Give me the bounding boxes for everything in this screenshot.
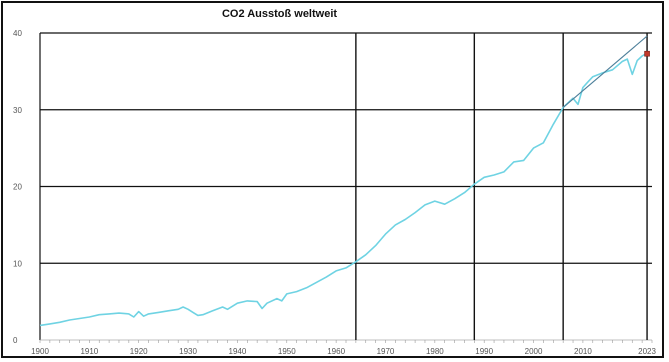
x-axis-tick-marks [39, 340, 653, 343]
x-tick-label-1990: 1990 [475, 347, 493, 356]
x-axis-tick-labels: 1900 1910 1920 1930 1940 1950 1960 1970 1980 1990… [31, 347, 656, 356]
highlight-point [644, 50, 650, 57]
vertical-markers [355, 33, 648, 340]
y-tick-label-30: 30 [13, 106, 22, 115]
chart-frame [1, 1, 664, 358]
x-tick-label-1920: 1920 [130, 347, 148, 356]
y-tick-label-20: 20 [13, 183, 22, 192]
y-axis-tick-labels: 0 10 20 30 40 [13, 29, 22, 345]
x-tick-label-1940: 1940 [229, 347, 247, 356]
x-tick-label-1980: 1980 [426, 347, 444, 356]
horizontal-gridlines [39, 32, 652, 341]
x-tick-label-1900: 1900 [31, 347, 49, 356]
chart-title: CO2 Ausstoß weltweit [221, 8, 338, 20]
x-tick-label-1970: 1970 [377, 347, 395, 356]
x-tick-label-2023: 2023 [638, 347, 656, 356]
y-tick-label-40: 40 [13, 29, 22, 38]
x-tick-label-1910: 1910 [80, 347, 98, 356]
series-line-0 [39, 52, 648, 327]
y-tick-label-0: 0 [13, 336, 18, 345]
x-tick-label-1950: 1950 [278, 347, 296, 356]
x-tick-label-2010: 2010 [574, 347, 592, 356]
trend-line [562, 35, 648, 108]
x-tick-label-1960: 1960 [327, 347, 345, 356]
plot-area [39, 35, 650, 327]
x-tick-label-1930: 1930 [179, 347, 197, 356]
x-tick-label-2000: 2000 [525, 347, 543, 356]
y-tick-label-10: 10 [13, 259, 22, 268]
